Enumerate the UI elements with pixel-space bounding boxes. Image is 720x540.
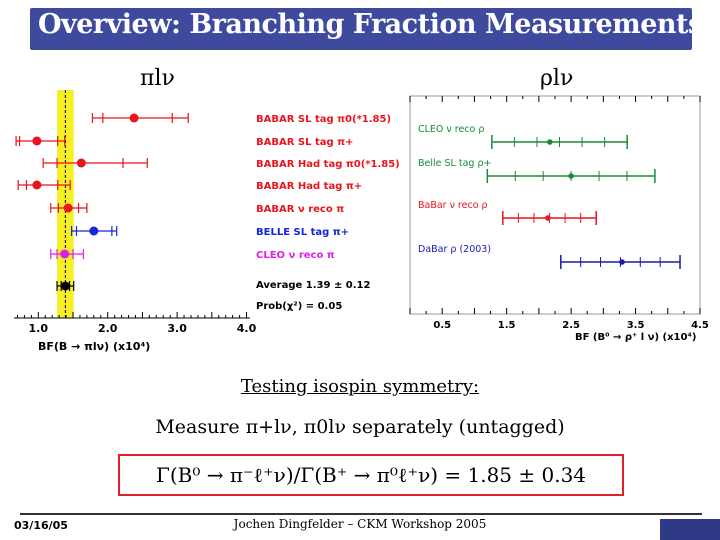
x-tick-label: 1.0 xyxy=(29,322,49,335)
corner-decoration xyxy=(660,519,720,540)
x-tick-label: 3.0 xyxy=(167,322,187,335)
prob-text: Prob(χ²) = 0.05 xyxy=(256,301,342,312)
isospin-heading: Testing isospin symmetry: xyxy=(240,376,480,397)
left-plot-label: πlν xyxy=(140,66,175,91)
data-point xyxy=(63,203,73,213)
footer-text: Jochen Dingfelder – CKM Workshop 2005 xyxy=(233,517,487,531)
data-point xyxy=(89,226,99,236)
legend-label: BABAR SL tag π+ xyxy=(256,137,353,148)
ratio-formula: Γ(B⁰ → π⁻ℓ⁺ν)/Γ(B⁺ → π⁰ℓ⁺ν) = 1.85 ± 0.3… xyxy=(118,454,624,496)
data-point xyxy=(76,158,86,168)
legend-label: Belle SL tag ρ+ xyxy=(418,158,491,169)
title-bar xyxy=(30,8,692,50)
legend-label: BABAR Had tag π0(*1.85) xyxy=(256,159,400,170)
average-band xyxy=(57,90,74,318)
average-text: Average 1.39 ± 0.12 xyxy=(256,280,371,291)
x-tick-label: 2.0 xyxy=(98,322,118,335)
x-tick-label: 2.5 xyxy=(562,320,580,331)
data-point xyxy=(32,180,42,190)
left-x-axis-label: BF(B → πlν) (x10⁴) xyxy=(38,340,151,353)
pi-l-nu-chart: 1.0 2.0 3.0 4.0 BABAR SL tag π0(*1.85) BABAR … xyxy=(14,90,400,335)
rho-l-nu-chart: 0.5 1.5 2.5 3.5 4.5 CLEO ν reco ρ Belle SL tag… xyxy=(409,95,709,331)
x-tick-label: 3.5 xyxy=(627,320,645,331)
legend-label: BABAR ν reco π xyxy=(256,204,344,215)
legend-label: BABAR SL tag π0(*1.85) xyxy=(256,114,391,125)
right-plot-label: ρlν xyxy=(540,66,574,91)
data-point xyxy=(32,136,42,146)
x-tick-label: 0.5 xyxy=(433,320,451,331)
legend-label: BELLE SL tag π+ xyxy=(256,227,349,238)
legend-label: CLEO ν reco π xyxy=(256,250,335,261)
legend-label: DaBar ρ (2003) xyxy=(418,244,491,255)
data-point xyxy=(619,259,625,265)
measure-text: Measure π+lν, π0lν separately (untagged) xyxy=(155,416,565,438)
data-point xyxy=(545,215,551,221)
legend-label: BABAR Had tag π+ xyxy=(256,181,362,192)
data-point xyxy=(129,113,139,123)
right-x-axis-label: BF (B⁰ → ρ⁺ l ν) (x10⁴) xyxy=(575,332,697,343)
data-point xyxy=(568,173,574,179)
footer-divider xyxy=(20,513,702,515)
x-tick-label: 1.5 xyxy=(498,320,516,331)
data-point xyxy=(547,139,553,145)
legend-label: BaBar ν reco ρ xyxy=(418,200,488,211)
x-tick-label: 4.5 xyxy=(691,320,709,331)
slide-title: Overview: Branching Fraction Measurement… xyxy=(38,9,703,40)
data-point xyxy=(60,281,70,291)
date: 03/16/05 xyxy=(14,519,68,532)
data-point xyxy=(60,249,70,259)
x-tick-label: 4.0 xyxy=(237,322,257,335)
legend-label: CLEO ν reco ρ xyxy=(418,124,484,135)
